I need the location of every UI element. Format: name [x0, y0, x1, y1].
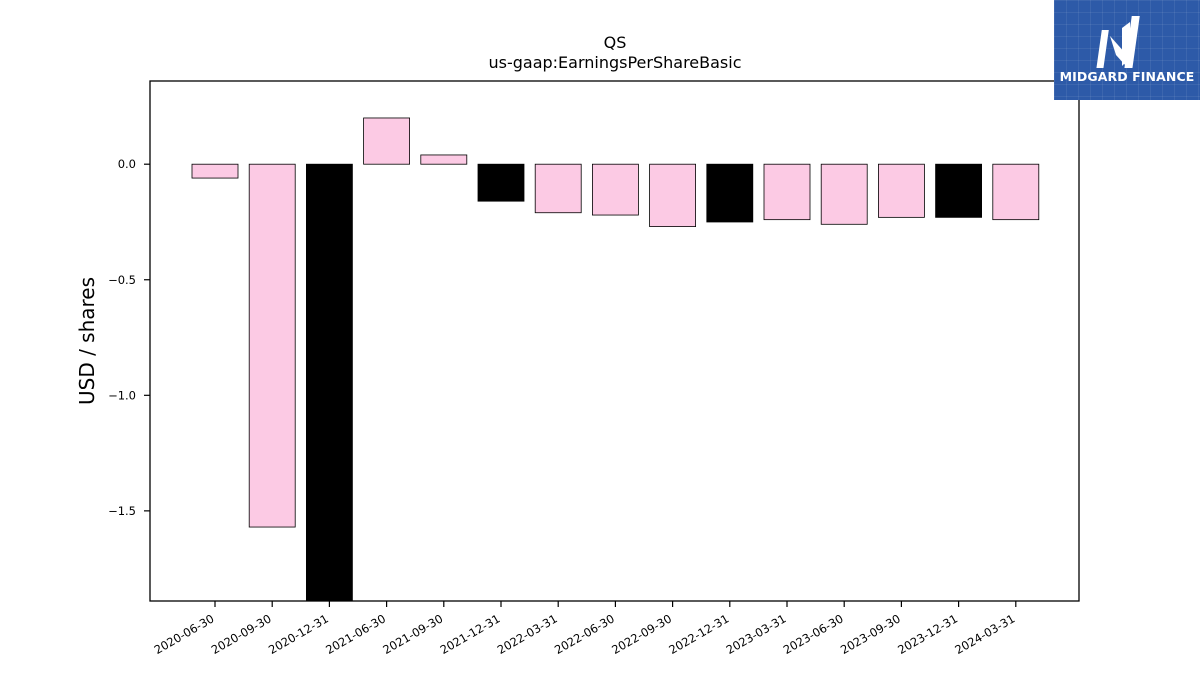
x-tick-label: 2023-12-31 [895, 611, 960, 657]
chart-subtitle: us-gaap:EarningsPerShareBasic [488, 53, 741, 72]
bar-2020-09-30 [248, 163, 296, 528]
bar-2022-06-30 [592, 163, 639, 216]
x-tick-label: 2021-06-30 [323, 611, 388, 657]
x-tick-label: 2022-09-30 [609, 611, 674, 657]
x-axis-ticks: 2020-06-302020-09-302020-12-312021-06-30… [152, 601, 1017, 657]
bar-2023-09-30 [878, 163, 925, 218]
bar-2021-06-30 [363, 117, 411, 165]
bar-2020-12-31 [305, 163, 353, 602]
y-tick-label: −1.0 [108, 388, 136, 402]
x-tick-label: 2020-06-30 [152, 611, 217, 657]
x-tick-label: 2020-12-31 [266, 611, 331, 657]
y-tick-label: −0.5 [108, 273, 136, 287]
bar-2023-12-31 [935, 163, 982, 218]
midgard-finance-logo: MIDGARD FINANCE [1054, 0, 1200, 100]
x-tick-label: 2023-09-30 [838, 611, 903, 657]
bar-2021-12-31 [477, 163, 525, 202]
x-tick-label: 2023-06-30 [781, 611, 846, 657]
y-tick-label: 0.0 [118, 157, 136, 171]
x-tick-label: 2020-09-30 [209, 611, 274, 657]
bar-2021-09-30 [420, 154, 468, 165]
bar-2022-12-31 [706, 163, 754, 223]
bar-2023-03-31 [763, 163, 811, 221]
x-tick-label: 2021-09-30 [380, 611, 445, 657]
bar-2022-09-30 [649, 163, 696, 227]
plot-frame [149, 80, 1080, 602]
y-tick-label: −1.5 [108, 504, 136, 518]
midgard-logo-icon [1096, 16, 1140, 68]
x-tick-label: 2024-03-31 [952, 611, 1017, 657]
bar-2022-03-31 [534, 163, 582, 214]
x-tick-label: 2022-06-30 [552, 611, 617, 657]
bar-2020-06-30 [191, 163, 239, 179]
x-tick-label: 2023-03-31 [724, 611, 789, 657]
x-tick-label: 2021-12-31 [438, 611, 503, 657]
x-tick-label: 2022-03-31 [495, 611, 560, 657]
chart-title: QS [604, 33, 627, 52]
bar-2024-03-31 [992, 163, 1040, 221]
bars-group [191, 117, 1040, 602]
bar-2023-06-30 [820, 163, 868, 225]
logo-text: MIDGARD FINANCE [1059, 69, 1195, 84]
y-axis-ticks: 0.0 −0.5 −1.0 −1.5 [108, 157, 150, 518]
x-tick-label: 2022-12-31 [666, 611, 731, 657]
y-axis-label: USD / shares [75, 277, 99, 405]
